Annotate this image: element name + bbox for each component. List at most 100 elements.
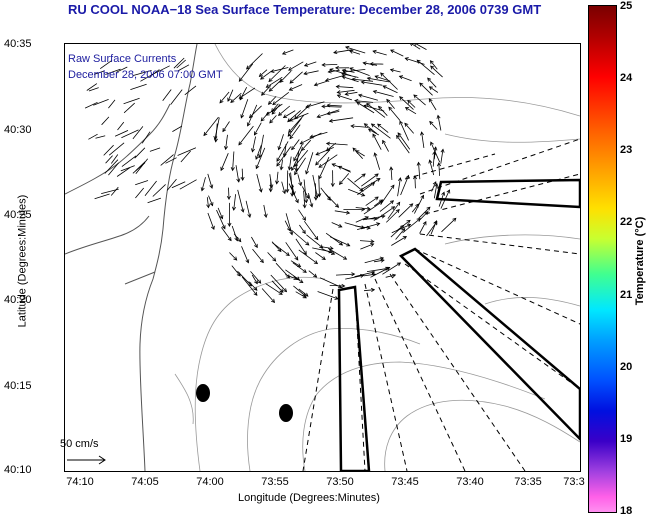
current-vector (312, 247, 332, 253)
current-vector (225, 134, 228, 150)
current-vector-head (268, 77, 273, 83)
current-vector (373, 259, 385, 263)
current-vector-head (315, 161, 320, 166)
current-vector-head (314, 194, 319, 199)
current-vector-head (325, 141, 331, 146)
current-vector (206, 197, 209, 208)
current-vector (231, 265, 241, 277)
current-vector-head (382, 85, 387, 90)
current-vector (329, 68, 352, 76)
current-vector-head (314, 236, 319, 241)
legend-line-1: Raw Surface Currents (68, 53, 177, 65)
current-vector-head (404, 122, 409, 127)
current-vector (176, 59, 186, 69)
map-canvas (65, 44, 580, 471)
radar-radials (302, 138, 580, 471)
current-vector (376, 206, 395, 220)
current-vector (338, 166, 351, 173)
current-vector (379, 200, 394, 212)
current-vector-head (434, 182, 439, 188)
current-vector-head (305, 170, 309, 175)
current-vector-head (268, 188, 273, 193)
current-vector-head (254, 243, 258, 249)
current-vector-head (290, 192, 295, 197)
current-vector-head (419, 82, 424, 87)
current-vector-head (219, 215, 224, 220)
current-vector-head (399, 96, 404, 101)
current-vector (265, 283, 283, 295)
current-vector (289, 71, 303, 84)
current-vector-head (372, 49, 377, 54)
current-vector (293, 143, 303, 161)
current-vector-head (374, 75, 379, 80)
scale-arrow (67, 455, 106, 465)
current-vector-head (370, 243, 375, 247)
current-vector (101, 116, 110, 126)
colorbar-tick: 20 (620, 361, 633, 373)
current-vector (135, 161, 146, 172)
current-vector-head (272, 257, 277, 262)
current-vector-head (301, 229, 306, 235)
current-vector-head (398, 75, 404, 80)
current-vector-head (329, 246, 334, 251)
colorbar-tick: 18 (620, 505, 633, 517)
current-vector (433, 183, 438, 199)
current-vector (149, 147, 161, 152)
current-vector (267, 252, 276, 262)
current-vector-head (363, 104, 368, 109)
current-vector-head (446, 189, 451, 194)
current-vector-head (289, 135, 294, 140)
current-vector (120, 165, 135, 172)
current-vector-head (370, 123, 376, 128)
current-vector (427, 77, 437, 88)
current-vector (363, 105, 385, 112)
current-vector (240, 99, 249, 118)
current-vector-head (344, 45, 350, 50)
current-vector (388, 106, 401, 121)
current-vector-head (295, 199, 299, 204)
current-vector (421, 132, 425, 148)
current-vector (219, 91, 230, 104)
current-vector-head (334, 203, 340, 208)
current-vector-head (324, 77, 330, 82)
current-vector-head (227, 237, 232, 242)
current-vector-head (303, 71, 308, 76)
current-vector (300, 132, 322, 145)
current-vector-head (304, 199, 309, 204)
current-vector (108, 99, 116, 109)
current-vector-head (338, 241, 344, 246)
current-vector (343, 69, 366, 73)
current-vector-head (363, 123, 368, 128)
current-vector (217, 207, 223, 219)
current-vector (407, 100, 416, 108)
current-vector-head (404, 107, 410, 111)
current-vector (320, 246, 333, 249)
xtick-label: 73:40 (456, 476, 484, 488)
current-vector-head (213, 135, 218, 141)
current-vector (295, 150, 300, 172)
current-vector-head (399, 120, 404, 125)
current-vector (135, 187, 145, 199)
current-vector (327, 104, 343, 107)
current-vector (171, 181, 186, 189)
current-vector (358, 94, 379, 101)
current-vector (271, 103, 281, 115)
current-vector-head (313, 196, 318, 201)
current-vector (278, 134, 284, 150)
current-vector (342, 76, 359, 83)
coastline (65, 44, 198, 471)
current-vector-head (428, 159, 433, 164)
current-vector (263, 204, 267, 218)
current-vector-head (226, 195, 231, 201)
current-vector (349, 50, 361, 55)
current-vector (289, 112, 309, 121)
current-vector (419, 82, 433, 96)
current-vector-head (373, 152, 378, 157)
current-vector-head (390, 184, 395, 189)
current-vector (291, 139, 300, 150)
current-vector-head (329, 68, 334, 73)
current-vector (352, 78, 374, 82)
current-vector-head (326, 103, 331, 108)
current-vector (241, 168, 244, 181)
current-vector-head (287, 132, 292, 137)
